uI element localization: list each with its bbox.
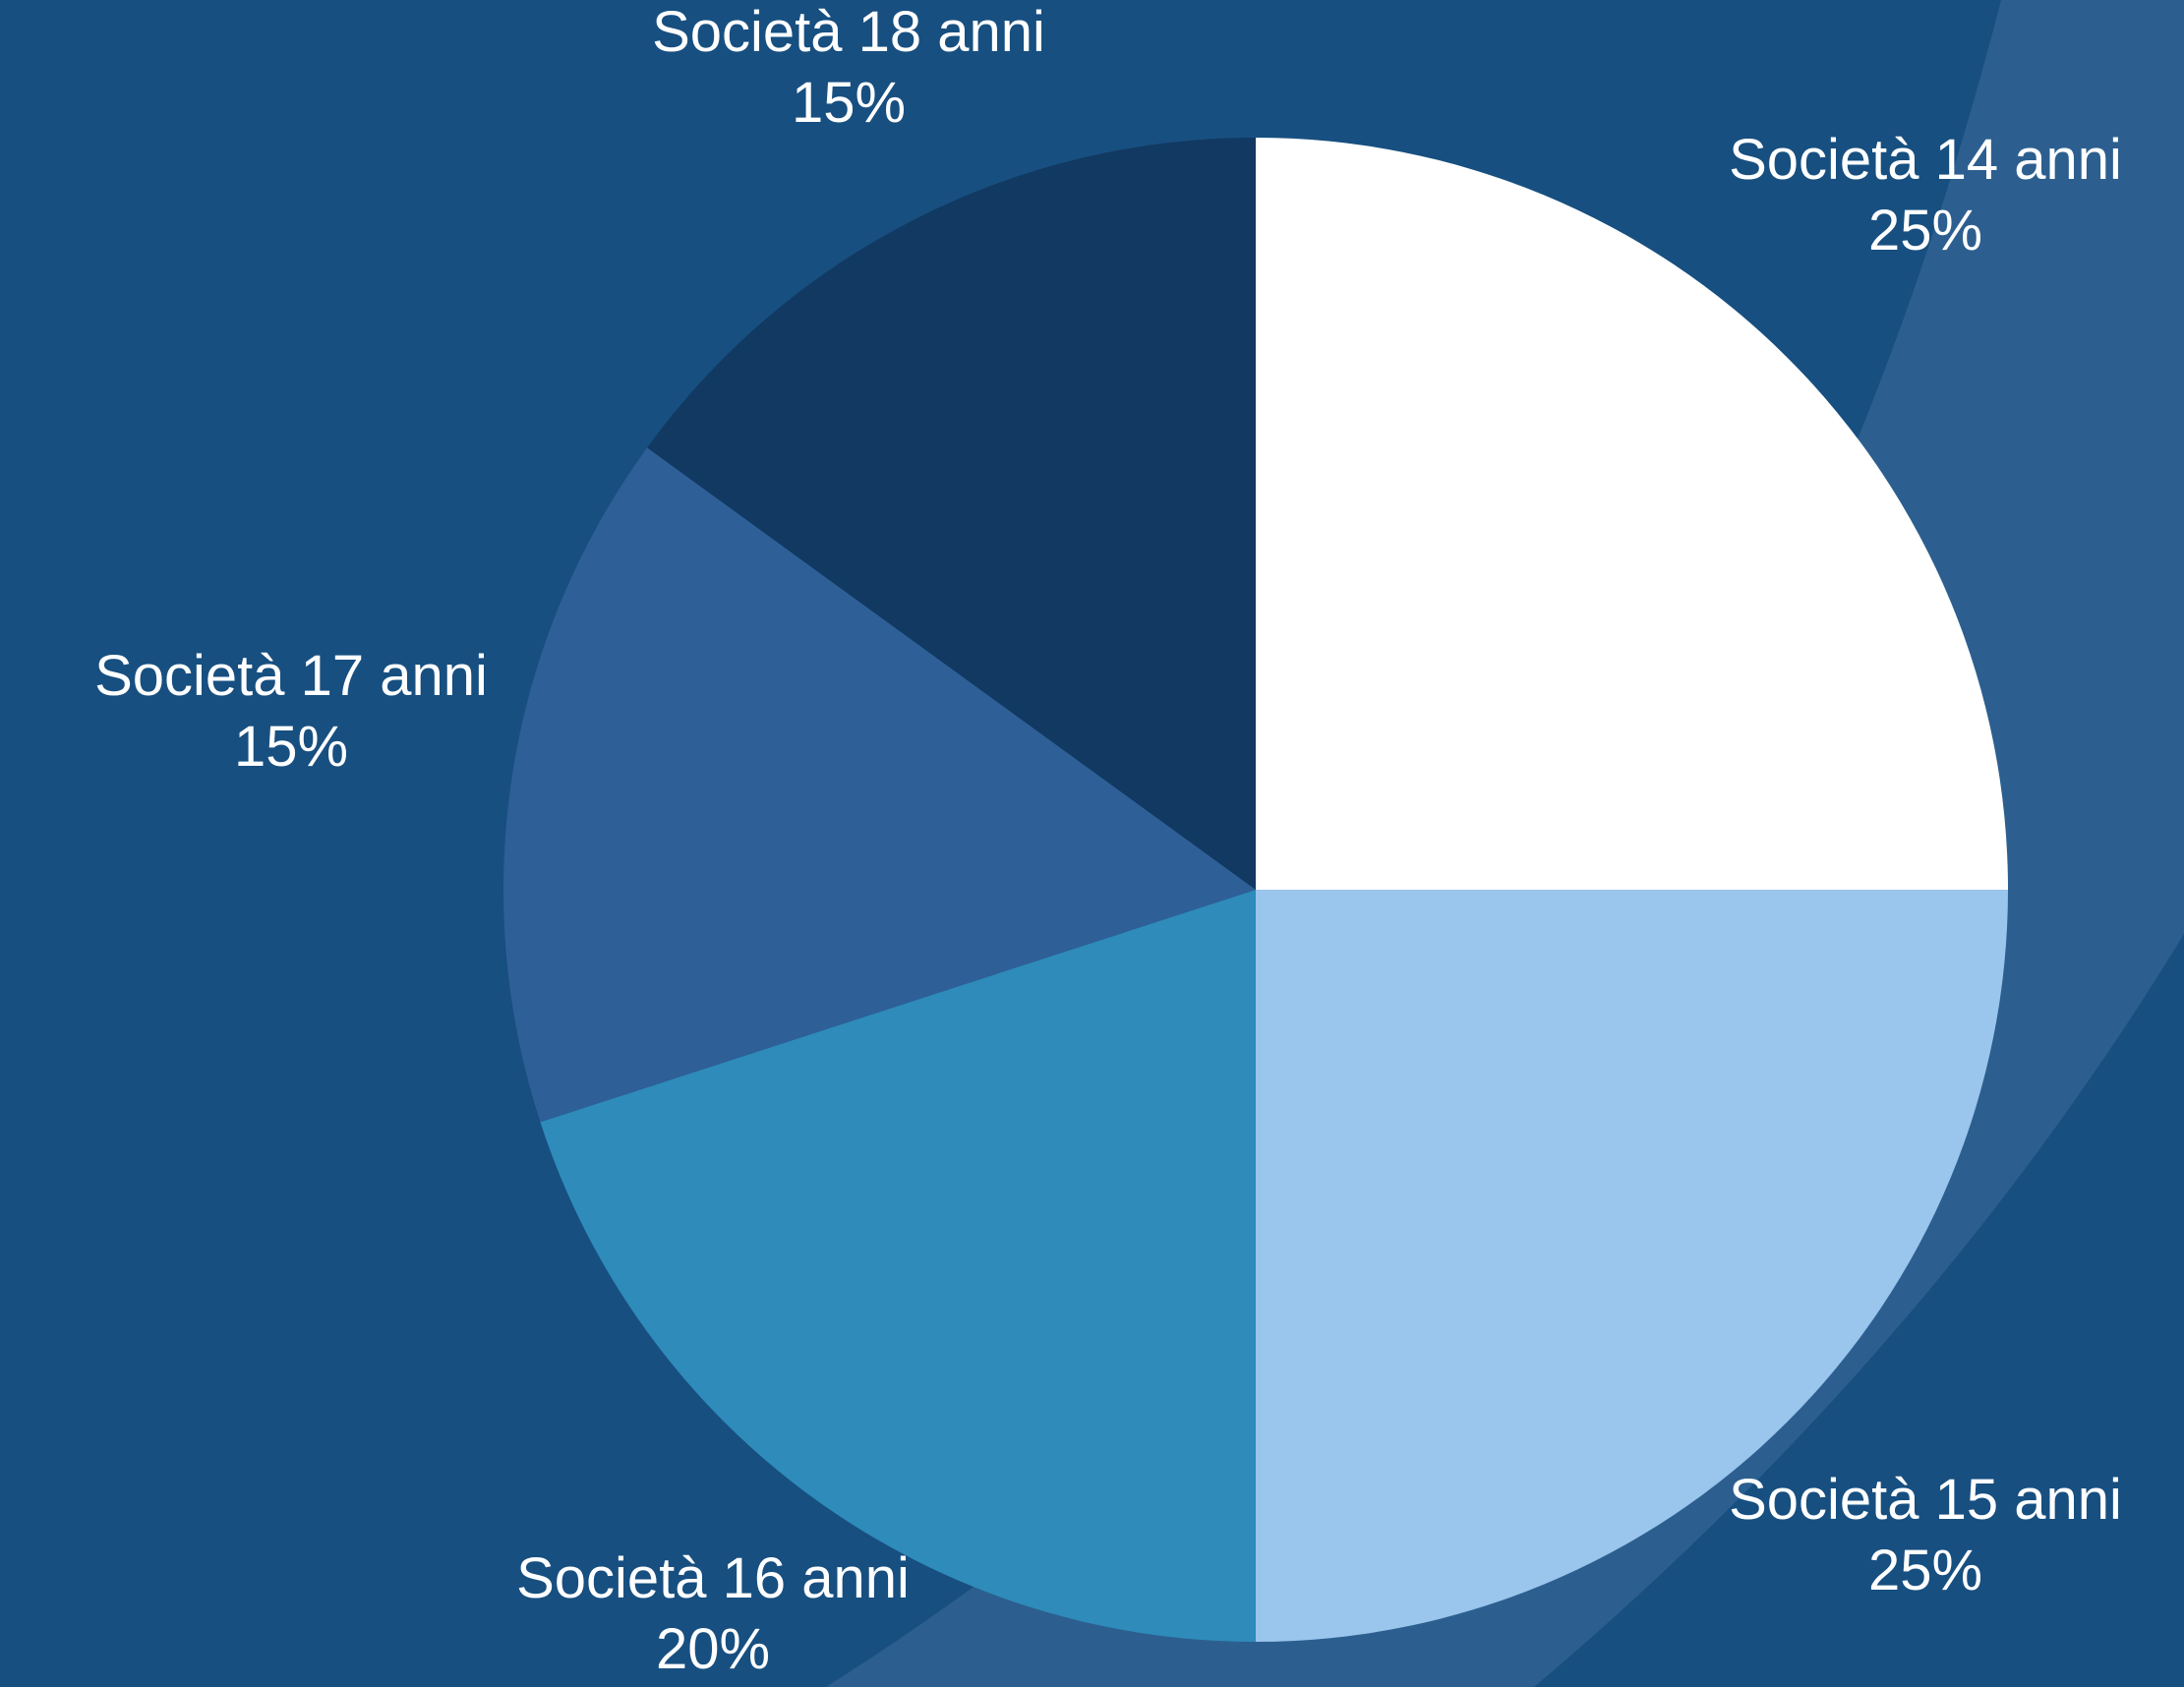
- pie-labels: Società 14 anni 25% Società 15 anni 25% Soci…: [94, 0, 2122, 1681]
- slice-label-percent: 25%: [1868, 199, 1982, 262]
- pie-slice-2: [1256, 890, 2008, 1642]
- pie-slice-3: [540, 890, 1256, 1642]
- pie-slice-1: [1256, 138, 2008, 890]
- pie-slice-4: [502, 447, 1256, 1123]
- slice-label-percent: 25%: [1868, 1539, 1982, 1602]
- slice-label-category: Società 17 anni: [94, 644, 488, 708]
- slice-label-percent: 15%: [234, 715, 348, 779]
- slice-label-percent: 15%: [792, 71, 906, 135]
- slice-label-category: Società 15 anni: [1729, 1468, 2122, 1532]
- slice-label-category: Società 16 anni: [516, 1546, 910, 1610]
- slice-label-category: Società 14 anni: [1729, 128, 2122, 192]
- pie-slices: [502, 138, 2008, 1642]
- slice-label-percent: 20%: [656, 1617, 770, 1681]
- slice-label-category: Società 18 anni: [652, 0, 1045, 64]
- pie-slice-5: [647, 138, 1256, 890]
